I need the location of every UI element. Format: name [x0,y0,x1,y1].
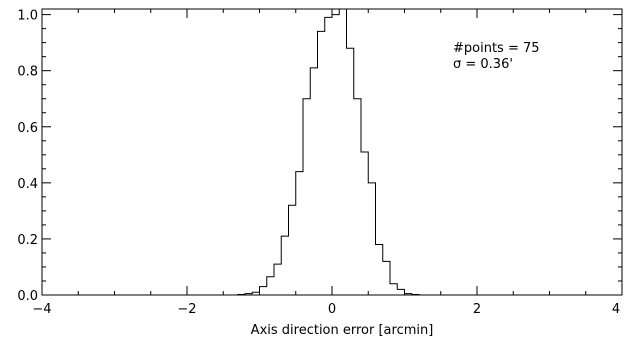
histogram-series [216,8,427,296]
x-tick-label: −2 [177,302,196,317]
y-tick-label: 0.6 [17,121,38,136]
y-tick-label: 1.0 [17,9,38,24]
y-tick-label: 0.4 [17,177,38,192]
sigma-annotation: σ = 0.36' [453,57,513,72]
x-axis-label: Axis direction error [arcmin] [251,323,434,338]
plot-frame [41,8,623,296]
x-tick-labels: −4 −2 0 2 4 [32,302,620,317]
y-tick-label: 0.0 [17,289,38,304]
x-tick-label: −4 [32,302,51,317]
axis-ticks [41,9,623,296]
y-tick-labels: 0.0 0.2 0.4 0.6 0.8 1.0 [17,9,38,304]
points-annotation: #points = 75 [453,41,540,56]
x-tick-label: 2 [473,302,481,317]
y-tick-label: 0.8 [17,65,38,80]
x-tick-label: 0 [328,302,336,317]
x-tick-label: 4 [612,302,620,317]
y-tick-label: 0.2 [17,233,38,248]
